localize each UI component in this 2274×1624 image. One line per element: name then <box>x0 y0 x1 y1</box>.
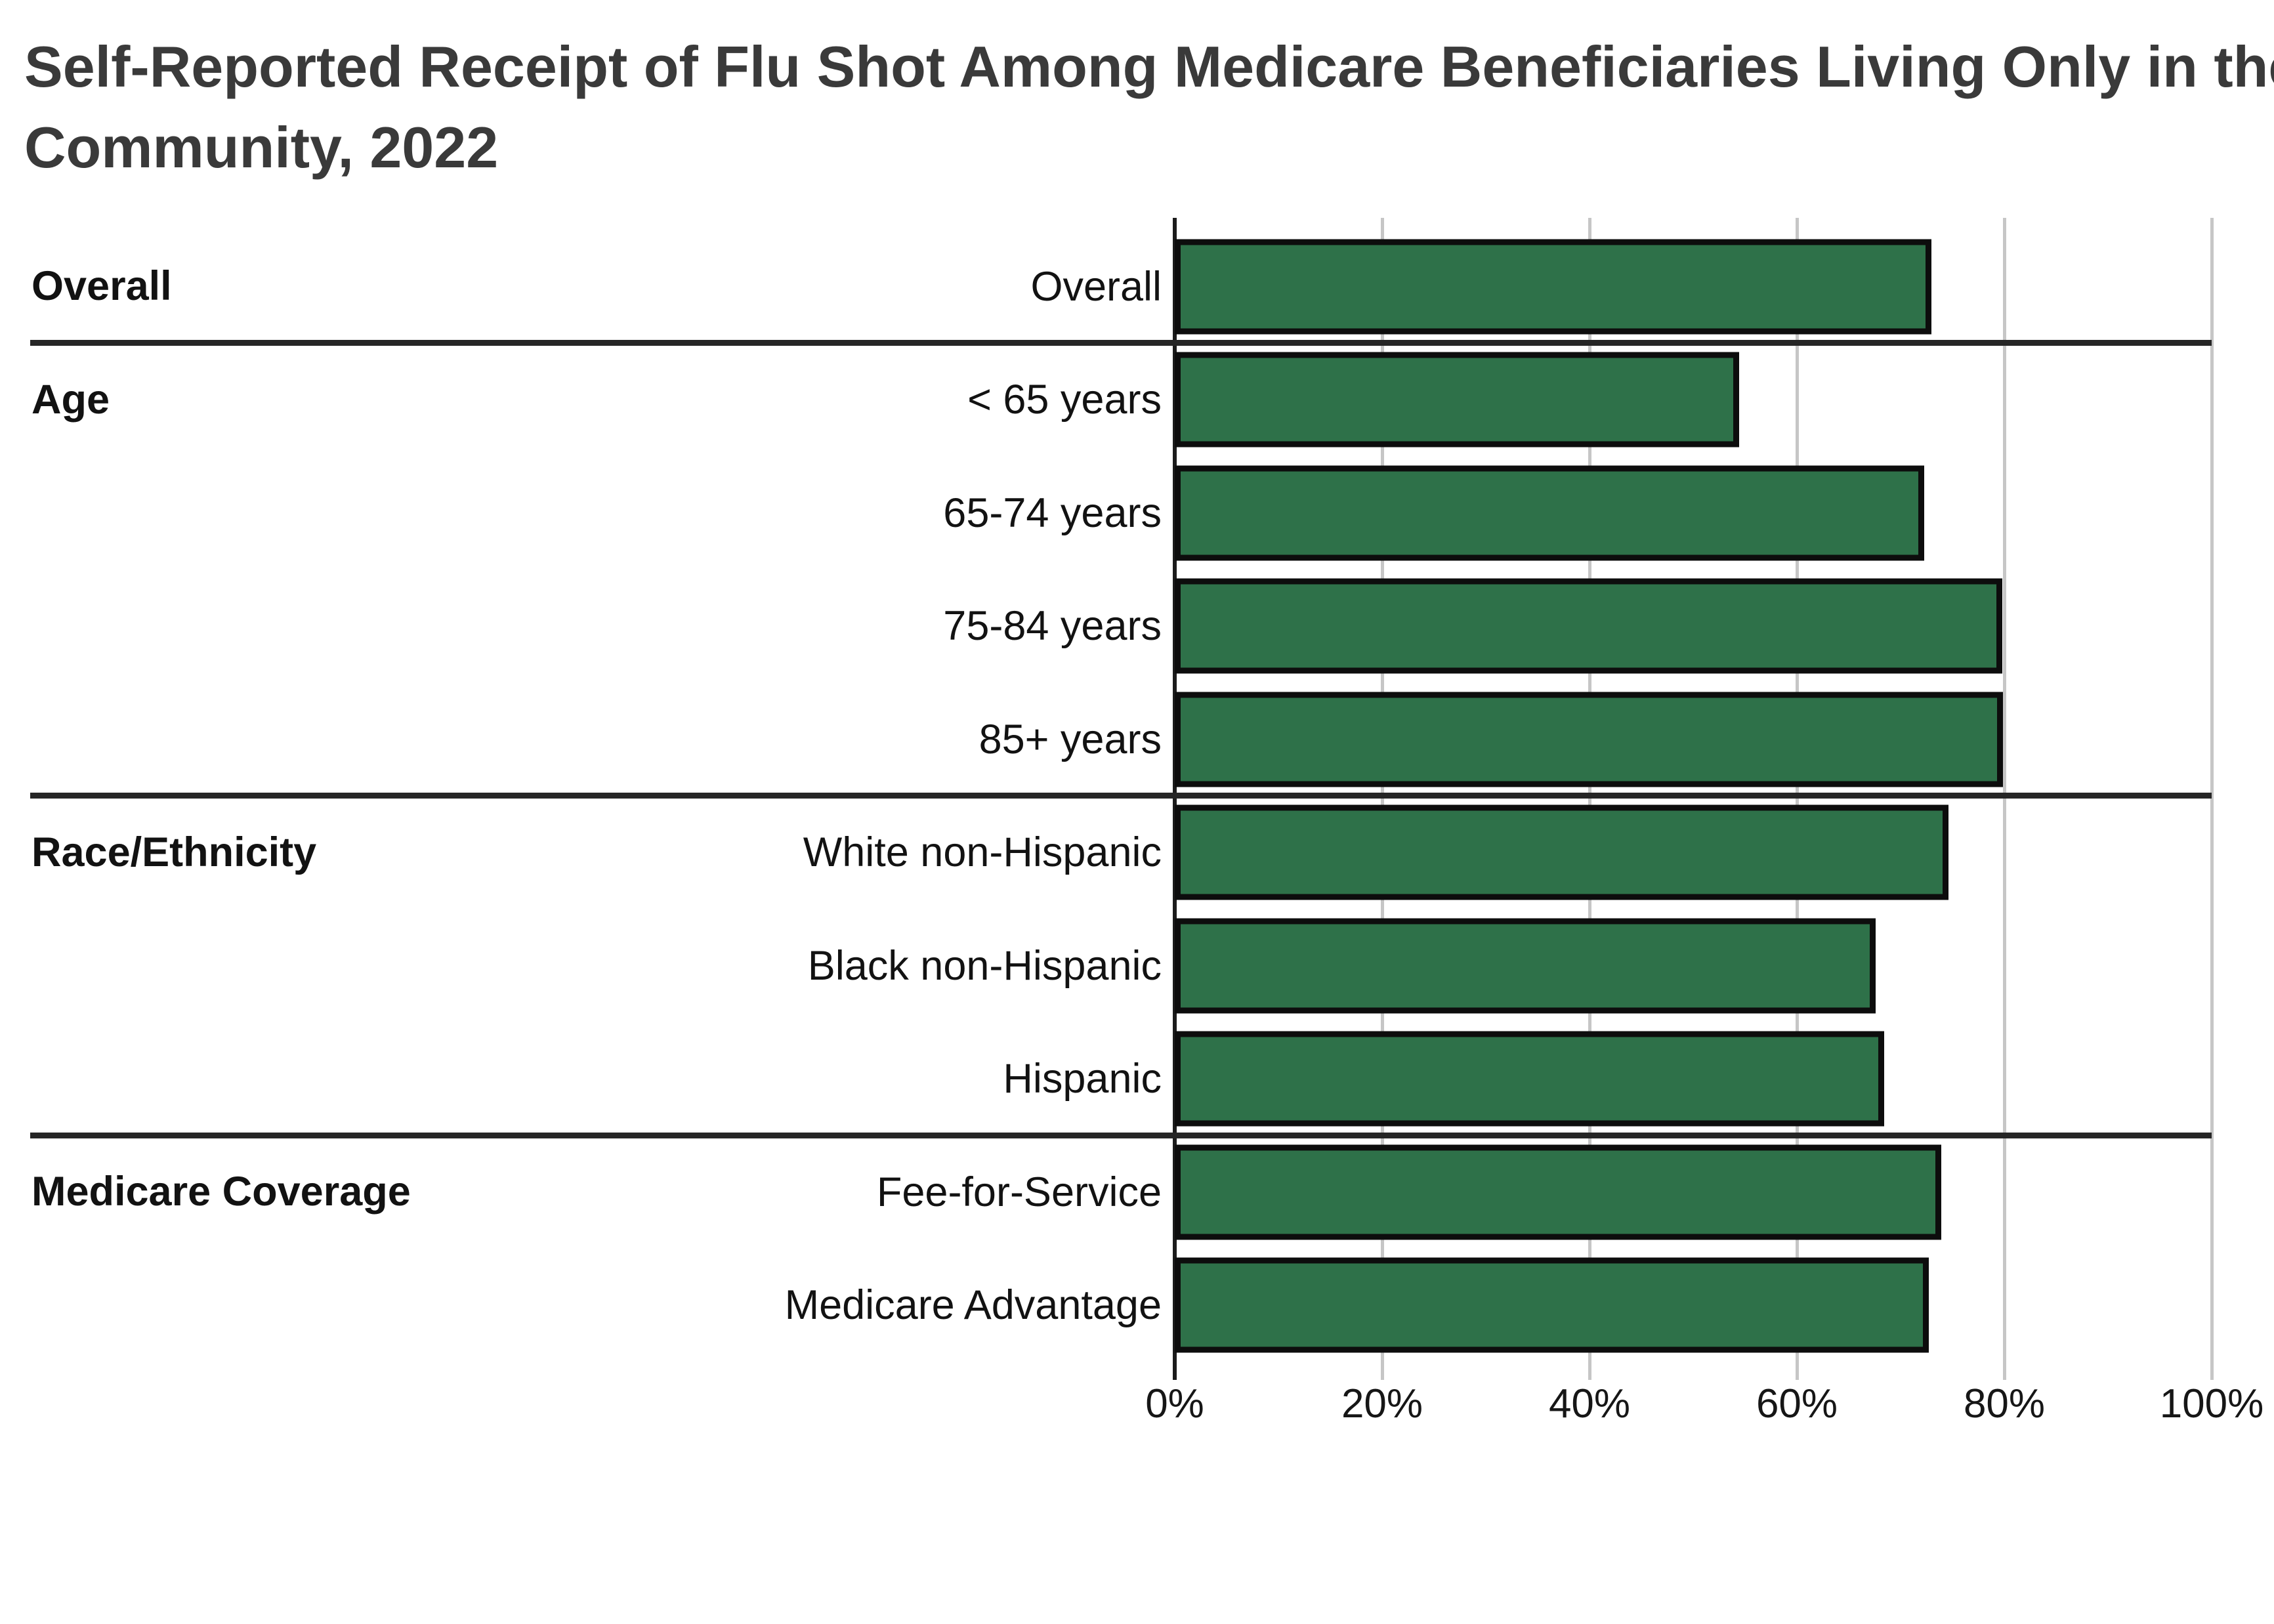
bar-65-years <box>1175 352 1739 448</box>
chart-row-overall: Overall <box>0 230 2274 343</box>
chart-title: Self-Reported Receipt of Flu Shot Among … <box>24 26 2274 188</box>
x-axis-tick-label-20: 20% <box>1341 1381 1423 1426</box>
row-label-medicare-advantage: Medicare Advantage <box>784 1282 1162 1328</box>
chart-row-medicare-advantage: Medicare Advantage <box>0 1249 2274 1362</box>
y-axis-line <box>1173 218 1177 1380</box>
group-label-overall: Overall <box>32 263 172 310</box>
chart-row-black-non-hispanic: Black non-Hispanic <box>0 909 2274 1022</box>
bar-overall <box>1175 239 1932 334</box>
bar-black-non-hispanic <box>1175 918 1876 1013</box>
group-label-age: Age <box>32 376 110 423</box>
chart-row-white-non-hispanic: White non-Hispanic <box>0 796 2274 909</box>
bar-fee-for-service <box>1175 1144 1941 1239</box>
x-axis-tick-label-40: 40% <box>1548 1381 1631 1426</box>
bar-65-74-years <box>1175 465 1925 560</box>
group-label-race-ethnicity: Race/Ethnicity <box>32 829 317 875</box>
chart-row-hispanic: Hispanic <box>0 1022 2274 1136</box>
row-label-black-non-hispanic: Black non-Hispanic <box>807 942 1162 989</box>
chart-title-line-2: Community, 2022 <box>24 115 499 180</box>
gridline-20 <box>1380 218 1384 1380</box>
row-label-65-years: < 65 years <box>967 377 1162 423</box>
section-separator-after-race-ethnicity <box>30 1132 2212 1138</box>
row-label-75-84-years: 75-84 years <box>943 603 1162 649</box>
gridline-60 <box>1795 218 1799 1380</box>
x-axis-tick-label-100: 100% <box>2159 1381 2264 1426</box>
chart-row-65-74-years: 65-74 years <box>0 456 2274 570</box>
group-label-medicare-coverage: Medicare Coverage <box>32 1169 411 1215</box>
gridline-80 <box>2002 218 2006 1380</box>
chart-row-75-84-years: 75-84 years <box>0 570 2274 683</box>
row-label-overall: Overall <box>1030 263 1162 310</box>
bar-85-years <box>1175 692 2004 787</box>
chart-row-65-years: < 65 years <box>0 343 2274 457</box>
chart-row-fee-for-service: Fee-for-Service <box>0 1135 2274 1249</box>
chart-row-85-years: 85+ years <box>0 682 2274 796</box>
row-label-fee-for-service: Fee-for-Service <box>876 1169 1162 1215</box>
x-axis-tick-label-60: 60% <box>1756 1381 1838 1426</box>
row-label-white-non-hispanic: White non-Hispanic <box>803 829 1162 875</box>
bar-white-non-hispanic <box>1175 804 1948 900</box>
gridline-100 <box>2210 218 2214 1380</box>
x-axis-tick-label-0: 0% <box>1145 1381 1204 1426</box>
chart-title-line-1: Self-Reported Receipt of Flu Shot Among … <box>24 34 2274 99</box>
row-label-65-74-years: 65-74 years <box>943 489 1162 536</box>
x-axis-tick-label-80: 80% <box>1963 1381 2046 1426</box>
bar-medicare-advantage <box>1175 1257 1929 1353</box>
bar-hispanic <box>1175 1031 1884 1127</box>
section-separator-after-age <box>30 793 2212 799</box>
row-label-hispanic: Hispanic <box>1003 1056 1162 1102</box>
gridline-40 <box>1588 218 1591 1380</box>
row-label-85-years: 85+ years <box>979 716 1162 762</box>
bar-75-84-years <box>1175 578 2002 674</box>
section-separator-after-overall <box>30 340 2212 346</box>
